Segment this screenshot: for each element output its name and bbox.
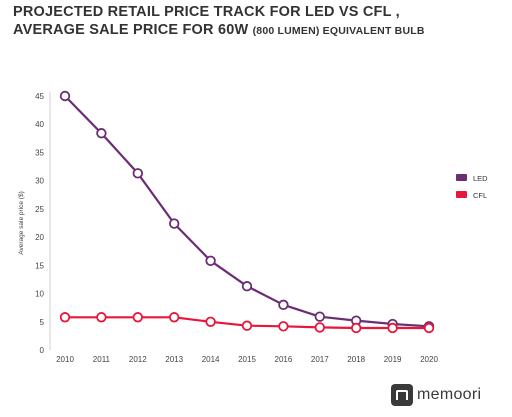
y-tick-label: 30 [35,177,44,186]
legend-swatch-cfl [456,191,467,198]
series-line-led [64,95,430,328]
data-point-cfl [351,322,362,334]
x-tick-label: 2012 [129,355,147,364]
data-point-cfl [132,312,144,323]
y-axis-label: Average sale price ($) [18,191,25,254]
y-tick-label: 35 [35,148,44,157]
data-point-led [59,90,71,102]
x-tick-label: 2010 [56,355,74,364]
y-tick-label: 20 [35,233,44,242]
x-tick-label: 2018 [347,355,365,364]
chart-title-line2-main: AVERAGE SALE PRICE FOR 60W [13,22,249,38]
x-tick-label: 2017 [311,355,329,364]
data-point-cfl [278,321,289,332]
y-tick-label: 45 [35,92,44,101]
y-tick-label: 40 [35,120,44,129]
legend-label-cfl: CFL [473,191,487,200]
data-point-led [205,255,216,267]
x-tick-label: 2019 [384,355,402,364]
memoori-logo-icon [391,384,413,406]
y-tick-label: 15 [35,261,44,270]
data-point-cfl [387,322,398,334]
memoori-logo-text: memoori [417,386,482,403]
memoori-logo: memoori [391,384,481,406]
y-tick-label: 0 [40,346,45,355]
data-point-led [168,218,180,229]
legend-swatch-led [456,174,467,181]
y-tick-label: 5 [40,318,45,327]
chart-title-line2: AVERAGE SALE PRICE FOR 60W (800 LUMEN) E… [13,21,425,40]
data-point-cfl [168,312,180,323]
x-tick-label: 2015 [238,355,256,364]
legend-label-led: LED [473,174,488,183]
data-point-cfl [96,312,107,323]
y-tick-label: 10 [35,290,44,299]
chart-title: PROJECTED RETAIL PRICE TRACK FOR LED VS … [13,3,425,40]
x-tick-label: 2016 [275,355,293,364]
x-tick-label: 2011 [93,355,111,364]
data-point-cfl [205,316,216,327]
chart-title-line1: PROJECTED RETAIL PRICE TRACK FOR LED VS … [13,4,400,20]
y-tick-label: 25 [35,205,44,214]
data-point-cfl [241,320,253,331]
chart-title-line2-small: (800 LUMEN) EQUIVALENT BULB [252,25,425,37]
data-point-cfl [423,322,435,334]
x-tick-label: 2020 [420,355,438,364]
data-point-cfl [59,312,71,323]
x-tick-label: 2013 [165,355,183,364]
data-point-led [96,128,107,139]
data-point-led [278,299,289,311]
data-point-led [241,281,253,292]
data-point-cfl [314,322,326,333]
x-tick-label: 2014 [202,355,220,364]
data-point-led [132,168,144,179]
data-point-led [314,311,326,322]
